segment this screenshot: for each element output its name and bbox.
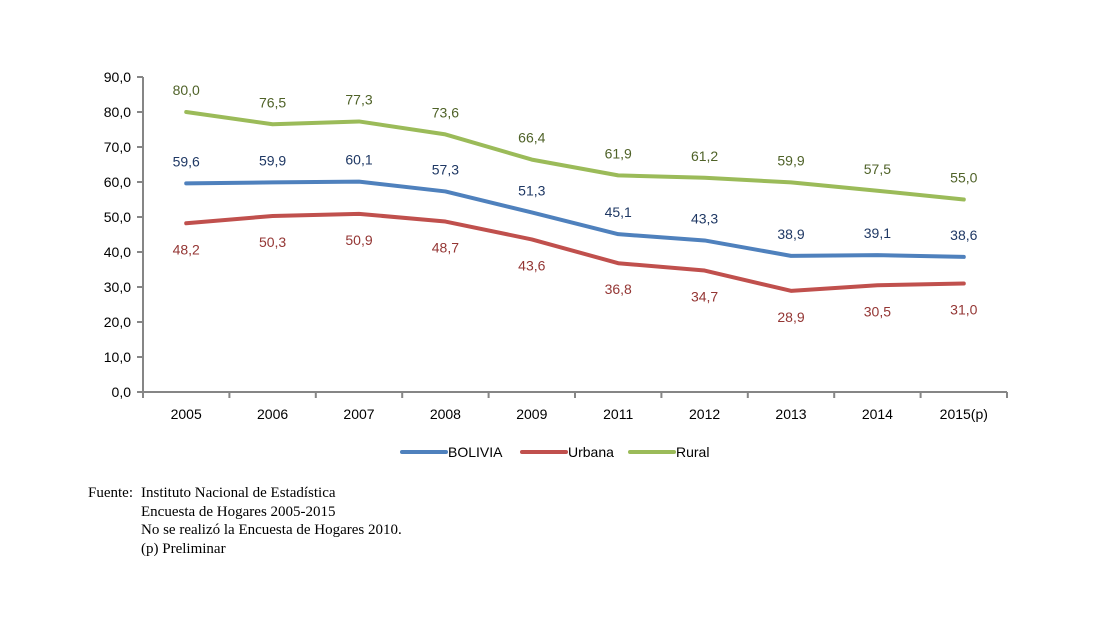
data-label: 34,7 — [691, 289, 718, 305]
data-label: 76,5 — [259, 94, 286, 110]
y-tick-label: 60,0 — [104, 174, 131, 190]
data-label: 55,0 — [950, 170, 977, 186]
data-label: 48,7 — [432, 240, 459, 256]
source-line: No se realizó la Encuesta de Hogares 201… — [141, 522, 402, 538]
x-tick-label: 2013 — [775, 406, 806, 422]
data-label: 50,3 — [259, 234, 286, 250]
y-tick-label: 70,0 — [104, 139, 131, 155]
data-label: 43,3 — [691, 210, 718, 226]
data-label: 61,9 — [605, 145, 632, 161]
data-label: 36,8 — [605, 281, 632, 297]
source-line: (p) Preliminar — [141, 540, 226, 557]
data-label: 48,2 — [173, 241, 200, 257]
source-label: Fuente: — [88, 485, 133, 501]
legend-label: BOLIVIA — [448, 444, 503, 460]
x-tick-label: 2006 — [257, 406, 288, 422]
x-tick-label: 2014 — [862, 406, 893, 422]
y-tick-label: 0,0 — [112, 384, 132, 400]
data-label: 59,6 — [173, 153, 200, 169]
series-line-bolivia — [184, 179, 966, 259]
line-chart: 0,0 10,0 20,0 30,0 40,0 50,0 60,0 70,0 80,0 90,0 2… — [104, 69, 1008, 460]
x-tick-label: 2005 — [171, 406, 202, 422]
data-label: 77,3 — [345, 91, 372, 107]
data-label: 60,1 — [345, 152, 372, 168]
data-label: 39,1 — [864, 225, 891, 241]
data-label: 57,3 — [432, 161, 459, 177]
source-note: Fuente: Instituto Nacional de Estadística… — [88, 484, 402, 558]
y-tick-label: 40,0 — [104, 244, 131, 260]
legend-label: Urbana — [568, 444, 614, 460]
y-tick-label: 50,0 — [104, 209, 131, 225]
data-label: 38,6 — [950, 227, 977, 243]
data-label: 73,6 — [432, 104, 459, 120]
data-label: 57,5 — [864, 161, 891, 177]
data-label: 43,6 — [518, 257, 545, 273]
data-label: 51,3 — [518, 182, 545, 198]
series-line-rural — [184, 110, 966, 202]
source-line: Encuesta de Hogares 2005-2015 — [141, 503, 336, 520]
x-tick-label: 2008 — [430, 406, 461, 422]
data-label: 61,2 — [691, 148, 718, 164]
data-label: 80,0 — [173, 82, 200, 98]
data-label: 59,9 — [777, 152, 804, 168]
y-tick-label: 90,0 — [104, 69, 131, 85]
x-tick-label: 2007 — [343, 406, 374, 422]
x-tick-label: 2009 — [516, 406, 547, 422]
y-tick-label: 10,0 — [104, 349, 131, 365]
series-line-urbana — [184, 211, 966, 293]
y-tick-label: 30,0 — [104, 279, 131, 295]
data-label: 45,1 — [605, 204, 632, 220]
y-tick-label: 20,0 — [104, 314, 131, 330]
data-label: 59,9 — [259, 152, 286, 168]
x-tick-label: 2012 — [689, 406, 720, 422]
source-line: Instituto Nacional de Estadística — [141, 485, 336, 501]
x-tick-label: 2011 — [603, 406, 633, 422]
legend-label: Rural — [676, 444, 709, 460]
data-label: 66,4 — [518, 130, 545, 146]
data-label: 38,9 — [777, 226, 804, 242]
data-label: 31,0 — [950, 302, 977, 318]
data-label: 28,9 — [777, 309, 804, 325]
data-label: 30,5 — [864, 303, 891, 319]
data-label: 50,9 — [345, 232, 372, 248]
x-tick-label: 2015(p) — [940, 406, 988, 422]
y-tick-label: 80,0 — [104, 104, 131, 120]
